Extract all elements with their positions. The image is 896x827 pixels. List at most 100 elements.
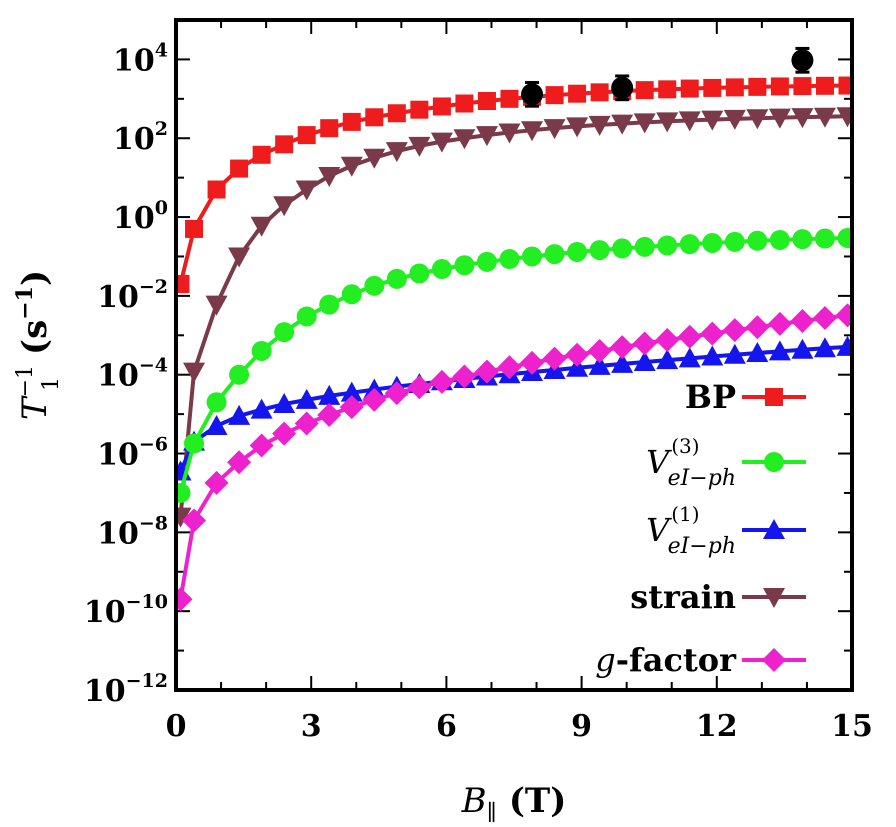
data-point — [567, 241, 588, 262]
data-point — [813, 337, 836, 358]
data-point — [408, 136, 431, 157]
y-tick-exponent: −12 — [126, 670, 168, 692]
data-point — [410, 100, 429, 119]
data-point — [520, 350, 545, 375]
experimental-point — [521, 83, 544, 106]
legend-label-rest: -factor — [616, 641, 737, 679]
data-point — [296, 306, 317, 327]
data-point — [767, 311, 792, 336]
data-point — [745, 315, 770, 340]
data-point — [656, 112, 679, 133]
y-tick-exponent: −4 — [139, 355, 168, 377]
y-tick-base: 10 — [113, 122, 155, 157]
data-point — [204, 470, 229, 495]
x-axis-unit: (T) — [509, 781, 566, 821]
data-point — [632, 331, 657, 356]
data-point — [725, 78, 744, 97]
data-point — [176, 460, 192, 481]
data-point — [542, 346, 567, 371]
data-point — [340, 156, 363, 177]
data-point — [611, 114, 634, 135]
data-point — [635, 81, 654, 100]
data-point — [407, 375, 432, 400]
data-point — [295, 180, 318, 201]
data-point — [748, 77, 767, 96]
data-point — [657, 235, 678, 256]
y-axis-unit: (s — [15, 320, 55, 355]
data-point — [791, 338, 814, 359]
data-point — [185, 219, 204, 238]
y-tick-base: 10 — [113, 43, 155, 78]
data-point — [655, 327, 680, 352]
data-point — [677, 324, 702, 349]
y-tick-label: 10−4 — [97, 355, 168, 394]
legend-label-italic: g — [595, 641, 615, 679]
data-point — [521, 121, 544, 142]
legend-label: V (3) eI−ph — [646, 434, 736, 491]
data-point — [678, 347, 701, 368]
data-point — [207, 180, 226, 199]
data-point — [318, 167, 341, 188]
series-bp — [176, 76, 852, 294]
data-point — [543, 119, 566, 140]
legend-label-subscript: eI−ph — [668, 466, 736, 491]
data-point — [431, 259, 452, 280]
data-point — [769, 229, 790, 250]
data-point — [249, 433, 274, 458]
data-point — [476, 251, 497, 272]
data-point — [386, 268, 407, 289]
x-tick-label: 9 — [571, 709, 592, 744]
data-point — [228, 247, 251, 268]
y-tick-exponent: 4 — [155, 39, 168, 61]
data-point — [341, 284, 362, 305]
plot-frame — [174, 18, 854, 692]
y-tick-label: 10−8 — [97, 512, 168, 551]
series-line — [178, 313, 848, 600]
series-g-factor — [176, 303, 852, 612]
legend-item: V (1) eI−ph — [646, 502, 806, 559]
data-point — [318, 384, 341, 405]
data-point — [499, 249, 520, 270]
data-point — [275, 135, 294, 154]
data-point — [176, 275, 190, 294]
legend-item: strain — [630, 578, 806, 616]
y-tick-base: 10 — [84, 595, 126, 630]
y-tick-base: 10 — [84, 674, 126, 709]
data-point — [565, 342, 590, 367]
data-point — [297, 126, 316, 145]
data-point — [365, 108, 384, 127]
data-point — [340, 381, 363, 402]
legend-label-superscript: (1) — [671, 502, 699, 526]
data-point — [228, 404, 251, 425]
data-point — [836, 107, 852, 128]
data-point — [452, 364, 477, 389]
data-point — [680, 79, 699, 98]
data-point — [634, 236, 655, 257]
y-axis-symbol: T — [15, 395, 55, 420]
series-v-3-ei-ph — [176, 227, 852, 503]
data-point — [522, 246, 543, 267]
data-point — [474, 359, 499, 384]
data-point — [205, 295, 228, 316]
y-tick-exponent: −10 — [126, 591, 168, 613]
data-point — [723, 109, 746, 130]
series-layer — [176, 46, 852, 612]
data-point — [274, 322, 295, 343]
legend-label-base: V — [646, 511, 672, 549]
legend-swatch-marker — [764, 452, 784, 472]
data-point — [176, 587, 193, 612]
y-tick-exponent: −8 — [139, 512, 168, 534]
data-point — [363, 148, 386, 169]
data-point — [251, 340, 272, 361]
data-point — [836, 335, 852, 356]
data-point — [768, 108, 791, 129]
x-axis-label: B∥ (T) — [461, 781, 567, 826]
y-tick-label: 104 — [113, 39, 168, 78]
legend-item: V (3) eI−ph — [646, 434, 806, 491]
data-point — [429, 369, 454, 394]
data-point — [339, 395, 364, 420]
legend-item: g-factor — [595, 641, 806, 679]
data-point — [703, 78, 722, 97]
data-point — [453, 129, 476, 150]
